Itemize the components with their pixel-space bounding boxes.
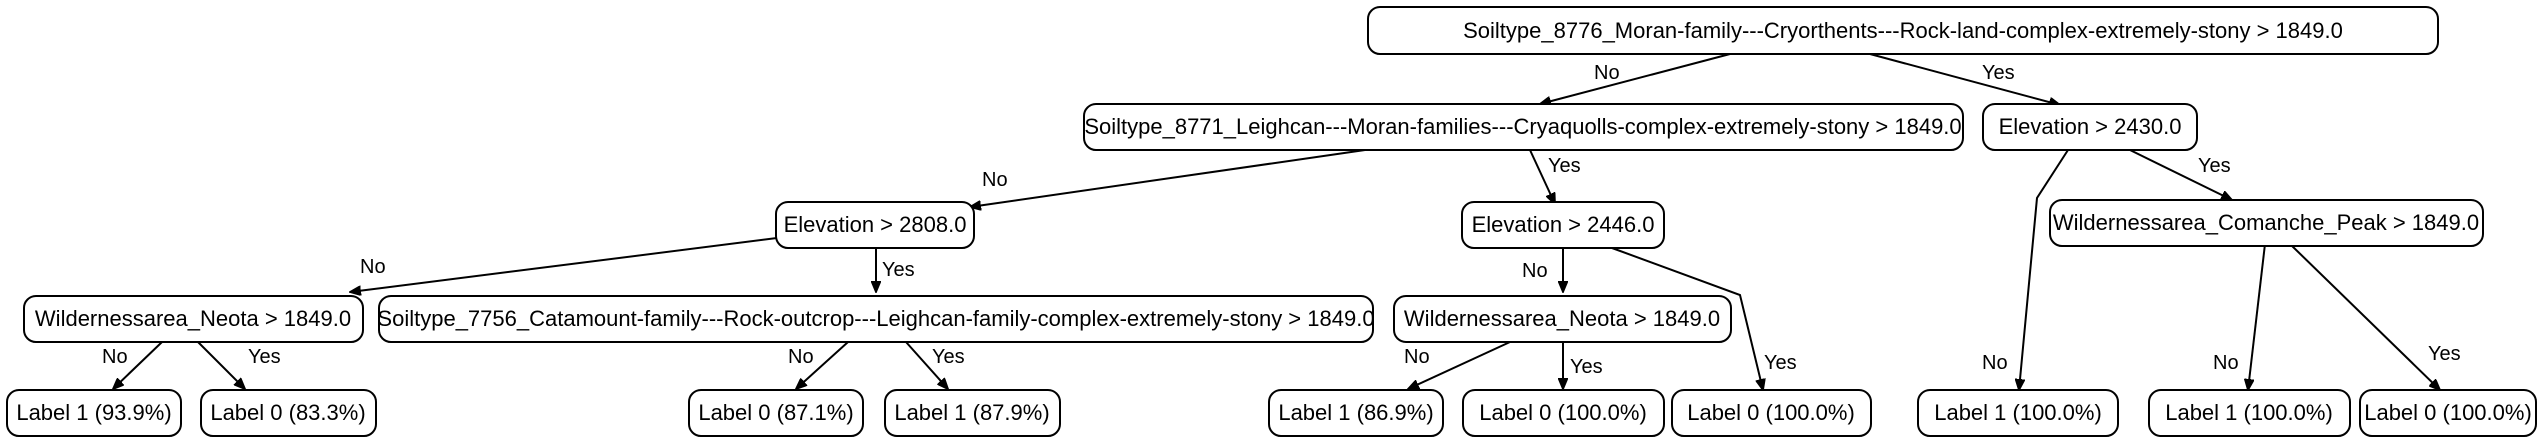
edge-label-root-yes: Yes [1982,62,2015,84]
tree-leaf-i: Label 1 (100.0%) [2148,389,2351,437]
tree-node-elev2430: Elevation > 2430.0 [1982,103,2198,151]
tree-leaf-h: Label 1 (100.0%) [1917,389,2119,437]
tree-node-neota2-label: Wildernessarea_Neota > 1849.0 [1404,306,1720,331]
tree-leaf-e-label: Label 1 (86.9%) [1278,400,1433,425]
tree-node-neota1: Wildernessarea_Neota > 1849.0 [23,295,364,343]
edge-n8771-no [970,149,1366,207]
edge-label-n7756-yes: Yes [932,346,965,368]
edge-label-elev2430-no: No [1982,352,2008,374]
edge-label-n7756-no: No [788,346,814,368]
tree-node-root-label: Soiltype_8776_Moran-family---Cryorthents… [1463,18,2343,43]
edge-elev2808-no [350,236,786,292]
edge-elev2446-yes [1611,247,1763,390]
edge-elev2430-yes [2129,149,2232,200]
tree-leaf-g: Label 0 (100.0%) [1671,389,1872,437]
tree-leaf-j-label: Label 0 (100.0%) [2364,400,2532,425]
tree-node-root: Soiltype_8776_Moran-family---Cryorthents… [1367,6,2439,55]
edge-comanche-no [2248,243,2266,390]
nodes: Soiltype_8776_Moran-family---Cryorthents… [6,6,2537,437]
tree-leaf-a: Label 1 (93.9%) [6,389,182,437]
edge-n7756-yes [905,341,948,389]
tree-node-elev2430-label: Elevation > 2430.0 [1999,114,2182,139]
tree-leaf-f-label: Label 0 (100.0%) [1479,400,1647,425]
tree-leaf-i-label: Label 1 (100.0%) [2165,400,2333,425]
tree-node-elev2808-label: Elevation > 2808.0 [784,212,967,237]
tree-leaf-c: Label 0 (87.1%) [688,389,864,437]
edge-root-no [1540,53,1731,104]
edge-label-root-no: No [1594,62,1620,84]
tree-node-neota2: Wildernessarea_Neota > 1849.0 [1393,295,1732,343]
tree-leaf-c-label: Label 0 (87.1%) [698,400,853,425]
edge-comanche-yes [2289,243,2440,390]
tree-node-comanche-label: Wildernessarea_Comanche_Peak > 1849.0 [2053,210,2479,235]
tree-leaf-g-label: Label 0 (100.0%) [1687,400,1855,425]
edge-label-elev2446-yes: Yes [1764,352,1797,374]
tree-node-n8771: Soiltype_8771_Leighcan---Moran-families-… [1083,103,1964,151]
edge-neota1-no [113,341,163,389]
edge-label-neota2-yes: Yes [1570,356,1603,378]
tree-leaf-d-label: Label 1 (87.9%) [894,400,1049,425]
tree-node-neota1-label: Wildernessarea_Neota > 1849.0 [35,306,351,331]
edge-label-neota1-yes: Yes [248,346,281,368]
tree-leaf-e: Label 1 (86.9%) [1268,389,1444,437]
edge-label-n8771-yes: Yes [1548,155,1581,177]
tree-node-elev2446: Elevation > 2446.0 [1461,201,1665,249]
tree-leaf-f: Label 0 (100.0%) [1462,389,1665,437]
edge-label-comanche-no: No [2213,352,2239,374]
tree-leaf-b: Label 0 (83.3%) [200,389,377,437]
tree-leaf-h-label: Label 1 (100.0%) [1934,400,2102,425]
edge-n8771-yes [1529,149,1555,204]
edge-label-elev2430-yes: Yes [2198,155,2231,177]
tree-leaf-b-label: Label 0 (83.3%) [210,400,365,425]
edge-neota2-no [1408,341,1511,389]
tree-node-n7756: Soiltype_7756_Catamount-family---Rock-ou… [377,295,1375,343]
edge-n7756-no [796,341,849,389]
edge-label-comanche-yes: Yes [2428,343,2461,365]
tree-node-elev2808: Elevation > 2808.0 [775,201,975,249]
tree-node-n7756-label: Soiltype_7756_Catamount-family---Rock-ou… [377,306,1374,331]
edge-root-yes [1869,53,2060,105]
edge-label-elev2446-no: No [1522,260,1548,282]
tree-leaf-j: Label 0 (100.0%) [2359,389,2537,437]
edge-label-n8771-no: No [982,169,1008,191]
edges: No Yes No Yes No Yes No Yes No Yes No Ye… [102,53,2461,390]
tree-leaf-a-label: Label 1 (93.9%) [16,400,171,425]
edge-label-neota2-no: No [1404,346,1430,368]
tree-node-n8771-label: Soiltype_8771_Leighcan---Moran-families-… [1084,114,1961,139]
tree-leaf-d: Label 1 (87.9%) [884,389,1061,437]
edge-neota1-yes [197,341,245,389]
tree-node-elev2446-label: Elevation > 2446.0 [1472,212,1655,237]
edge-label-elev2808-yes: Yes [882,259,915,281]
edge-label-elev2808-no: No [360,256,386,278]
edge-elev2430-no [2019,149,2069,390]
tree-node-comanche: Wildernessarea_Comanche_Peak > 1849.0 [2049,199,2484,247]
edge-label-neota1-no: No [102,346,128,368]
